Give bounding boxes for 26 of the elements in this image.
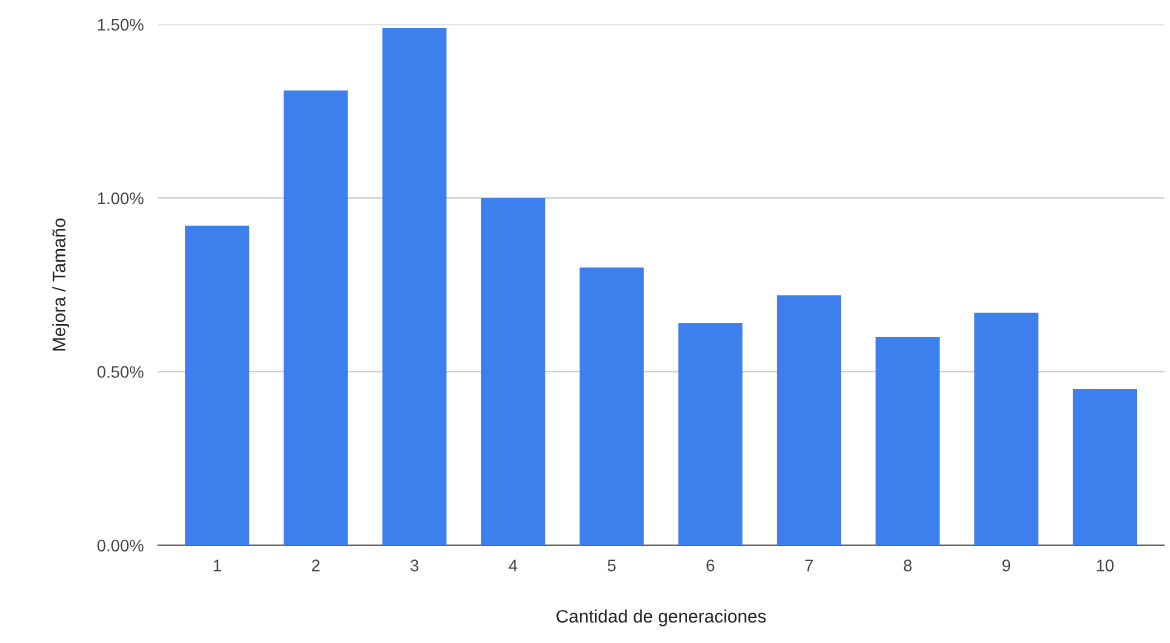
bar bbox=[974, 312, 1039, 546]
y-tick-label: 1.50% bbox=[98, 18, 144, 31]
bar bbox=[185, 225, 250, 546]
x-tick-label: 5 bbox=[607, 559, 616, 572]
x-tick-label: 1 bbox=[213, 559, 221, 572]
bar bbox=[875, 336, 940, 546]
y-tick-label: 0.00% bbox=[97, 539, 144, 552]
y-axis-title: Mejora / Tamaño bbox=[52, 218, 70, 351]
bar bbox=[382, 27, 447, 546]
x-tick-label: 9 bbox=[1002, 559, 1011, 572]
bar bbox=[678, 323, 743, 546]
x-axis-title: Cantidad de generaciones bbox=[556, 609, 766, 627]
bar bbox=[776, 295, 842, 546]
x-tick-label: 4 bbox=[508, 559, 518, 572]
x-tick-label: 7 bbox=[805, 559, 813, 572]
x-tick-label: 6 bbox=[706, 559, 715, 572]
bar bbox=[283, 90, 348, 546]
x-tick-label: 3 bbox=[410, 559, 419, 572]
y-tick-label: 1.00% bbox=[98, 192, 144, 205]
y-tick-label: 0.50% bbox=[97, 366, 144, 378]
bar bbox=[481, 198, 546, 546]
x-tick-label: 2 bbox=[311, 559, 320, 572]
bar bbox=[579, 267, 644, 546]
x-tick-label: 8 bbox=[903, 559, 912, 572]
bar bbox=[1072, 389, 1138, 546]
x-tick-label: 10 bbox=[1096, 559, 1114, 572]
